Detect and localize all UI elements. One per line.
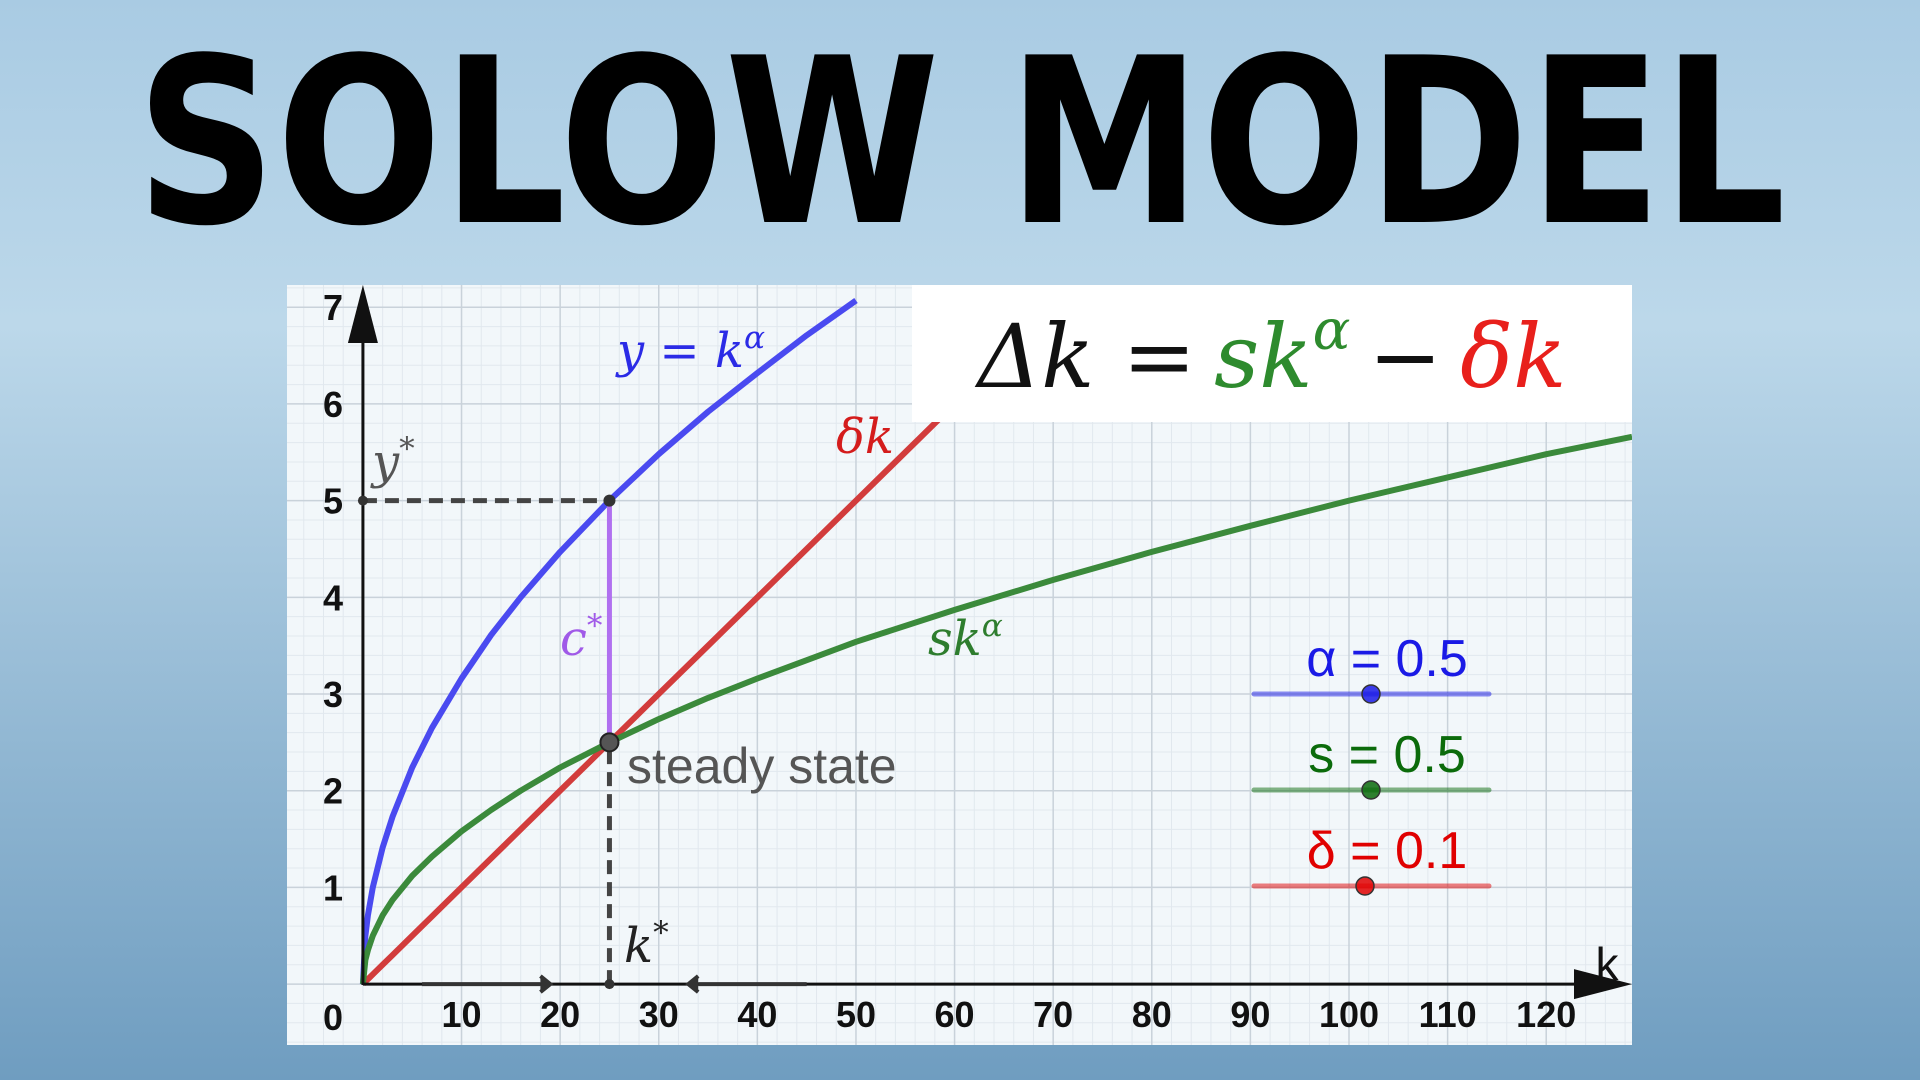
formula-part: −: [1368, 305, 1442, 408]
y-tick-label: 4: [323, 577, 343, 618]
x-tick-label: 20: [540, 994, 580, 1035]
y-axis-arrow: [347, 285, 378, 343]
x-tick-label: 110: [1419, 994, 1477, 1035]
slider-handle: [1361, 684, 1381, 704]
k-star-point: [604, 979, 615, 990]
x-tick-label: 40: [737, 994, 777, 1035]
slider-label: δ = 0.1: [1307, 822, 1468, 880]
arrow-right: [422, 974, 554, 994]
y-tick-label: 2: [323, 771, 343, 812]
foreground: k 10 20 30 40 50 60 70 80 90 100 110 120 0 1 2 3 4 5 6 7 stea…: [323, 285, 1632, 1038]
slider-handle: [1361, 780, 1381, 800]
c-star-label-main: c: [560, 611, 587, 667]
series-label-sup: α: [744, 320, 765, 356]
formula-part: Δk =: [975, 305, 1197, 408]
k-star-label-main: k: [624, 918, 653, 974]
k-star-label: k*: [624, 915, 669, 974]
y-star-label-sup: *: [399, 431, 415, 467]
series-label: skα: [928, 608, 1003, 667]
series-line: [359, 298, 858, 985]
slider-label: α = 0.5: [1306, 630, 1468, 688]
formula-part: α: [1313, 298, 1351, 363]
y-tick-label: 1: [323, 867, 343, 908]
series-label: y = kα: [615, 320, 765, 379]
series-label-sup: α: [982, 608, 1003, 644]
x-tick-label: 90: [1230, 994, 1270, 1035]
series-label-main: sk: [928, 611, 982, 667]
x-tick-label: 120: [1516, 994, 1576, 1035]
x-tick-label: 80: [1132, 994, 1172, 1035]
slider-label: s = 0.5: [1308, 726, 1466, 784]
output-point: [603, 494, 616, 507]
x-tick-label: 30: [639, 994, 679, 1035]
y-tick-label: 6: [323, 384, 343, 425]
formula-part: δk: [1460, 305, 1566, 408]
chart-title: SOLOW MODEL: [136, 10, 1786, 277]
curves: [359, 298, 1632, 987]
y-tick-label: 7: [323, 287, 343, 328]
x-tick-label: 70: [1033, 994, 1073, 1035]
formula: Δk = skα − δk: [975, 298, 1567, 408]
steady-state-point: [599, 732, 620, 753]
slider-handle: [1355, 876, 1375, 896]
series-label-main: y = k: [615, 323, 744, 379]
formula-part: sk: [1214, 305, 1312, 408]
x-tick-label: 10: [442, 994, 482, 1035]
c-star-label-sup: *: [587, 608, 603, 644]
y-star-point: [357, 495, 368, 506]
arrow-left: [685, 974, 807, 994]
y-tick-label: 5: [323, 481, 343, 522]
series-line: [360, 305, 1056, 987]
steady-state-label: steady state: [627, 738, 897, 794]
y-tick-label: 3: [323, 674, 343, 715]
formula-box: [912, 285, 1632, 422]
y-star-label-main: y: [370, 434, 400, 490]
y-tick-label: 0: [323, 997, 343, 1038]
x-axis-arrow: [1574, 969, 1632, 1000]
x-tick-label: 60: [935, 994, 975, 1035]
series-line: [359, 433, 1632, 985]
x-axis-label: k: [1596, 938, 1620, 990]
x-tick-label: 50: [836, 994, 876, 1035]
y-star-label: y*: [370, 431, 415, 490]
x-tick-label: 100: [1319, 994, 1379, 1035]
c-star-label: c*: [560, 608, 603, 667]
k-star-label-sup: *: [653, 915, 669, 951]
series-label: δk: [836, 409, 894, 465]
